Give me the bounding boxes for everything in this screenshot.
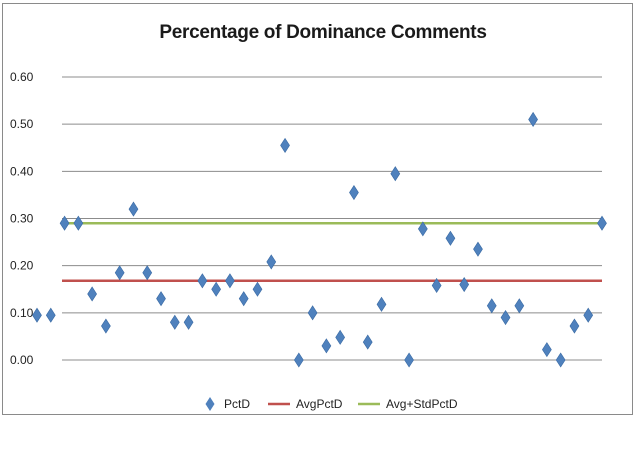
data-point — [404, 352, 414, 368]
data-point — [473, 241, 483, 257]
caption-fragment — [0, 440, 640, 454]
data-point — [252, 281, 263, 297]
data-point — [128, 201, 139, 217]
data-point — [335, 329, 346, 345]
data-point — [307, 305, 318, 321]
data-point — [555, 352, 566, 368]
pctd-points — [32, 111, 607, 368]
data-point — [32, 307, 42, 323]
y-tick-label: 0.50 — [10, 117, 34, 131]
chart-frame — [2, 3, 633, 415]
data-point — [280, 137, 290, 153]
data-point — [445, 230, 456, 246]
data-point — [569, 318, 580, 334]
y-tick-label: 0.60 — [10, 70, 34, 84]
data-point — [417, 221, 428, 237]
data-point — [225, 273, 235, 289]
data-point — [293, 352, 304, 368]
legend-label: AvgPctD — [296, 397, 343, 411]
data-point — [500, 309, 511, 326]
y-tick-label: 0.40 — [10, 164, 34, 178]
data-point — [597, 215, 607, 231]
data-point — [459, 276, 470, 293]
data-point — [197, 273, 208, 289]
data-point — [45, 307, 56, 323]
data-point — [101, 318, 111, 334]
data-point — [169, 314, 180, 330]
grid-lines — [62, 76, 602, 361]
reference-lines — [62, 221, 602, 283]
data-point — [376, 296, 387, 312]
data-point — [542, 342, 552, 358]
data-point — [87, 286, 97, 302]
legend-swatch-pctd — [205, 397, 215, 411]
legend-label: PctD — [224, 397, 250, 411]
data-point — [321, 338, 332, 354]
data-point — [142, 265, 153, 281]
data-point — [349, 185, 359, 201]
data-point — [486, 298, 497, 314]
data-point — [114, 265, 125, 281]
legend-label: Avg+StdPctD — [386, 397, 458, 411]
y-tick-label: 0.20 — [10, 259, 34, 273]
data-point — [73, 215, 84, 231]
data-point — [431, 277, 442, 294]
legend: PctD AvgPctD Avg+StdPctD — [205, 397, 458, 411]
y-tick-label: 0.00 — [10, 353, 34, 367]
chart-title: Percentage of Dominance Comments — [159, 22, 486, 43]
data-point — [583, 307, 594, 323]
data-point — [238, 291, 249, 307]
data-point — [211, 281, 222, 297]
data-point — [362, 334, 373, 350]
data-point — [59, 215, 70, 231]
data-point — [156, 291, 166, 307]
y-tick-label: 0.10 — [10, 306, 34, 320]
data-point — [266, 254, 277, 270]
data-point — [528, 111, 538, 128]
data-point — [390, 166, 401, 182]
data-point — [514, 298, 525, 314]
y-tick-label: 0.30 — [10, 212, 34, 226]
data-point — [183, 314, 194, 330]
y-axis-ticks: 0.00 0.10 0.20 0.30 0.40 0.50 0.60 — [10, 70, 34, 367]
